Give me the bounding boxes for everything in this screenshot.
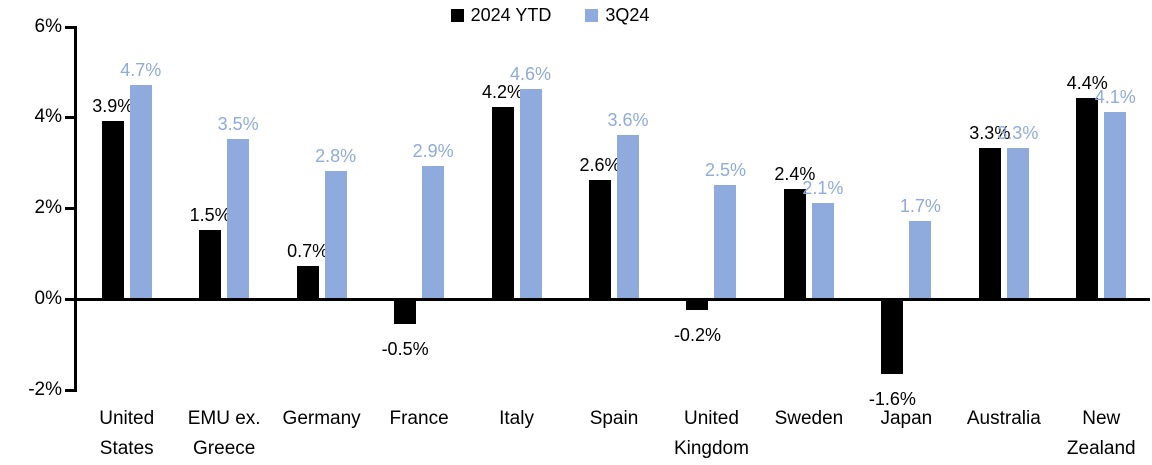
- value-label: 2.5%: [704, 159, 746, 180]
- category-label: EMU ex. Greece: [169, 404, 279, 464]
- bar-2024-ytd: [491, 107, 514, 298]
- category-label-line: Kingdom: [673, 438, 749, 459]
- bar-3q24: [811, 202, 834, 298]
- legend-label-2024-ytd: 2024 YTD: [470, 5, 552, 25]
- category-label: United Kingdom: [656, 404, 766, 464]
- y-axis-tick-label: 6%: [34, 15, 62, 37]
- category-label-line: Italy: [499, 408, 534, 429]
- value-label: -0.2%: [673, 325, 721, 346]
- bar-3q24: [909, 220, 932, 298]
- value-label: 4.2%: [482, 82, 524, 103]
- bar-2024-ytd: [296, 266, 319, 298]
- y-axis-tick-label: -2%: [28, 378, 62, 400]
- bar-2024-ytd: [1076, 98, 1099, 298]
- y-axis-tick-label: 2%: [34, 197, 62, 219]
- value-label: 4.6%: [510, 64, 552, 85]
- category-label: Spain: [559, 404, 669, 434]
- legend-swatch-3q24: [585, 8, 599, 22]
- y-axis-line: [74, 25, 77, 392]
- bar-3q24: [422, 166, 445, 298]
- value-label: 1.5%: [189, 204, 231, 225]
- category-label-line: EMU ex.: [187, 408, 261, 429]
- category-label: Japan: [851, 404, 961, 434]
- value-label: 3.9%: [92, 95, 134, 116]
- category-label-line: France: [389, 408, 449, 429]
- value-label: 2.1%: [802, 177, 844, 198]
- value-label: 4.4%: [1066, 73, 1108, 94]
- category-label-line: United: [683, 408, 739, 429]
- value-label: 3.3%: [997, 123, 1039, 144]
- category-label: Germany: [267, 404, 377, 434]
- y-axis-tick: [65, 298, 74, 301]
- legend-swatch-2024-ytd: [450, 8, 464, 22]
- category-label-line: Australia: [966, 408, 1041, 429]
- value-label: 2.6%: [579, 154, 621, 175]
- category-label-line: Greece: [193, 438, 256, 459]
- category-label-line: Spain: [589, 408, 639, 429]
- category-label: Italy: [462, 404, 572, 434]
- category-label-line: Sweden: [774, 408, 844, 429]
- value-label: 3.5%: [217, 114, 259, 135]
- bar-2024-ytd: [394, 301, 417, 324]
- category-label: Australia: [949, 404, 1059, 434]
- bar-3q24: [324, 170, 347, 298]
- value-label: 2.4%: [774, 164, 816, 185]
- legend-item-2024-ytd: 2024 YTD: [450, 4, 552, 26]
- category-label-line: States: [99, 438, 154, 459]
- category-label-line: United: [99, 408, 155, 429]
- legend-item-3q24: 3Q24: [585, 4, 649, 26]
- legend-label-3q24: 3Q24: [605, 5, 650, 25]
- value-label: -0.5%: [381, 338, 429, 359]
- bar-2024-ytd: [199, 229, 222, 298]
- bar-2024-ytd: [881, 301, 904, 374]
- category-label: France: [364, 404, 474, 434]
- category-label: New Zealand: [1046, 404, 1152, 464]
- bar-2024-ytd: [589, 179, 611, 298]
- bar-2024-ytd: [783, 189, 806, 298]
- bar-3q24: [617, 134, 639, 298]
- y-axis-tick: [65, 25, 74, 29]
- value-label: 3.6%: [607, 109, 649, 130]
- legend: 2024 YTD 3Q24: [0, 4, 1126, 26]
- bar-3q24: [129, 84, 152, 298]
- category-label-line: Germany: [282, 408, 361, 429]
- bar-3q24: [519, 89, 542, 298]
- bar-2024-ytd: [101, 120, 124, 298]
- y-axis-tick: [65, 116, 74, 120]
- bar-3q24: [714, 184, 737, 298]
- category-label-line: Zealand: [1066, 438, 1136, 459]
- category-label-line: Japan: [880, 408, 933, 429]
- x-axis-baseline: [74, 298, 1150, 301]
- category-label-line: New: [1082, 408, 1121, 429]
- bar-2024-ytd: [978, 148, 1001, 298]
- y-axis-tick: [65, 207, 74, 211]
- y-axis-tick-label: 0%: [34, 288, 62, 309]
- category-label: United States: [72, 404, 182, 464]
- value-label: 4.7%: [120, 59, 162, 80]
- bar-3q24: [1006, 148, 1029, 298]
- value-label: 2.8%: [315, 145, 357, 166]
- bar-3q24: [1104, 111, 1127, 298]
- value-label: 3.3%: [969, 123, 1011, 144]
- value-label: 4.1%: [1094, 86, 1136, 107]
- value-label: -1.6%: [868, 388, 916, 409]
- category-label: Sweden: [754, 404, 864, 434]
- value-label: 1.7%: [899, 195, 941, 216]
- bar-2024-ytd: [686, 301, 709, 311]
- y-axis-tick: [65, 388, 74, 392]
- y-axis-tick-label: 4%: [34, 106, 62, 128]
- bar-3q24: [227, 139, 250, 298]
- value-label: 2.9%: [412, 141, 454, 162]
- value-label: 0.7%: [287, 241, 329, 262]
